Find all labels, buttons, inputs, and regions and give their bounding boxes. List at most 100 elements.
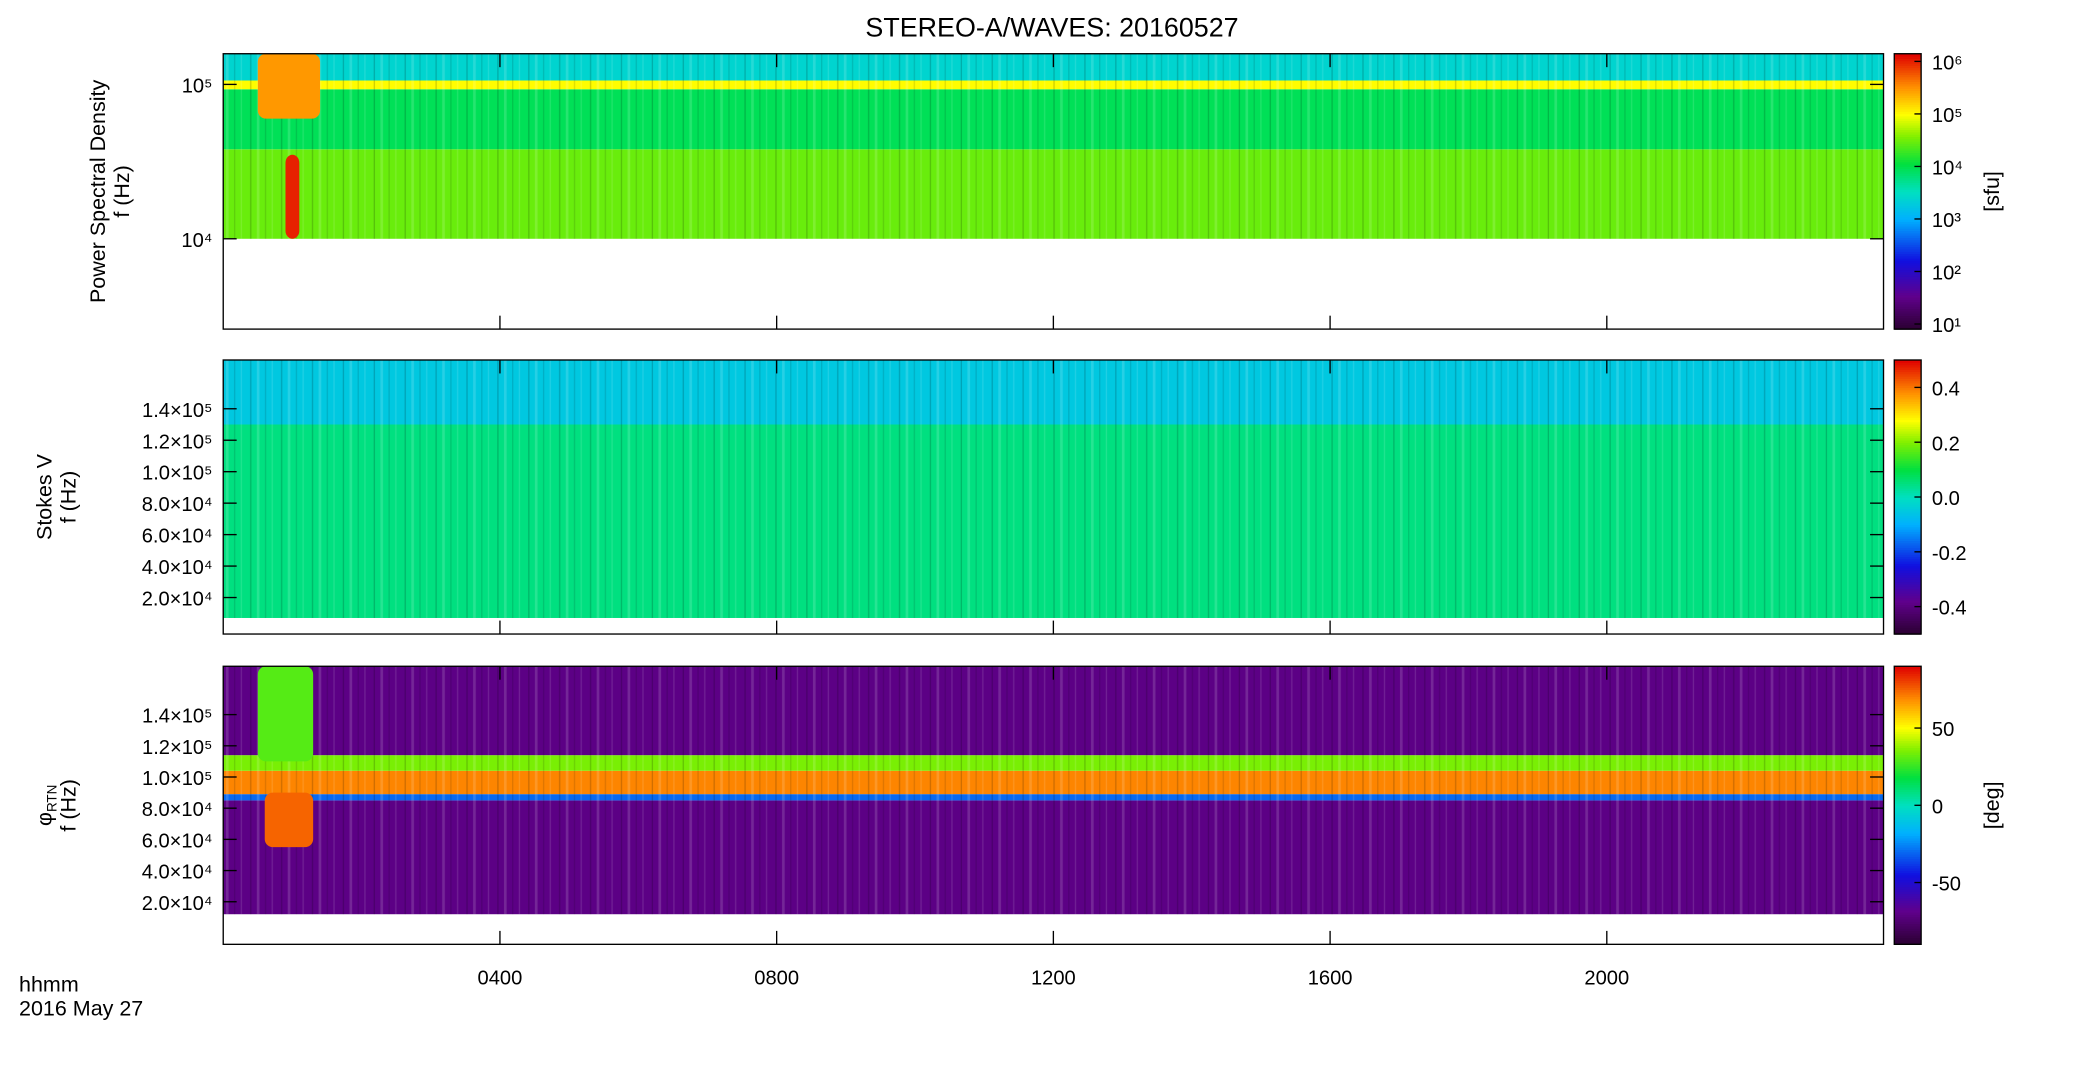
colorbar-swatch [1894,668,1922,672]
colorbar-tick-label: 0.4 [1932,378,1960,400]
colorbar-swatch [1894,101,1922,105]
colorbar-swatch [1894,494,1922,498]
colorbar-swatch [1894,435,1922,439]
colorbar-swatch [1894,296,1922,300]
y-tick-label: 1.0×10⁵ [142,463,212,485]
colorbar-swatch [1894,403,1922,407]
colorbar-swatch [1894,574,1922,578]
colorbar-swatch [1894,510,1922,514]
colorbar-swatch [1894,705,1922,709]
colorbar-swatch [1894,581,1922,585]
colorbar-swatch [1894,749,1922,753]
colorbar-swatch [1894,627,1922,631]
colorbar-swatch [1894,292,1922,296]
colorbar-swatch [1894,127,1922,131]
spectrogram-patch [257,53,321,119]
colorbar-swatch [1894,551,1922,555]
texture [223,424,1884,618]
colorbar-swatch [1894,891,1922,895]
colorbar-swatch [1894,117,1922,121]
colorbar-swatch [1894,322,1922,326]
colorbar-swatch [1894,198,1922,202]
colorbar-swatch [1894,853,1922,857]
colorbar-swatch [1894,802,1922,806]
colorbar-swatch [1894,576,1922,580]
colorbar-swatch [1894,540,1922,544]
colorbar-swatch [1894,439,1922,443]
colorbar-swatch [1894,173,1922,177]
colorbar-swatch [1894,412,1922,416]
colorbar-swatch [1894,828,1922,832]
colorbar-swatch [1894,809,1922,813]
colorbar-swatch [1894,874,1922,878]
colorbar-swatch [1894,526,1922,530]
colorbar-swatch [1894,694,1922,698]
colorbar-swatch [1894,449,1922,453]
colorbar-swatch [1894,74,1922,78]
texture [223,755,1884,771]
colorbar-swatch [1894,608,1922,612]
colorbar-swatch [1894,819,1922,823]
colorbar-swatch [1894,465,1922,469]
colorbar-swatch [1894,95,1922,99]
colorbar-swatch [1894,246,1922,250]
colorbar-swatch [1894,385,1922,389]
colorbar-swatch [1894,752,1922,755]
colorbar-swatch [1894,606,1922,610]
colorbar-swatch [1894,515,1922,519]
colorbar-swatch [1894,106,1922,110]
colorbar-swatch [1894,611,1922,615]
colorbar-swatch [1894,758,1922,762]
colorbar-swatch [1894,939,1922,943]
colorbar-swatch [1894,770,1922,774]
colorbar-swatch [1894,528,1922,532]
colorbar-swatch [1894,255,1922,259]
colorbar-swatch [1894,177,1922,181]
colorbar-swatch [1894,85,1922,89]
colorbar-swatch [1894,579,1922,583]
colorbar-swatch [1894,221,1922,225]
colorbar-swatch [1894,58,1922,62]
texture [223,80,1884,90]
colorbar-swatch [1894,60,1922,64]
colorbar-swatch [1894,881,1922,885]
date-label: 2016 May 27 [19,997,143,1021]
colorbar-tick-label: -50 [1932,874,1961,896]
colorbar-swatch [1894,670,1922,674]
colorbar-swatch [1894,398,1922,402]
colorbar-swatch [1894,772,1922,776]
colorbar-swatch [1894,324,1922,328]
colorbar-swatch [1894,481,1922,484]
colorbar-swatch [1894,483,1922,487]
colorbar-swatch [1894,134,1922,138]
colorbar-swatch [1894,932,1922,936]
colorbar-swatch [1894,251,1922,255]
colorbar-swatch [1894,396,1922,400]
colorbar-swatch [1894,631,1922,635]
colorbar-swatch [1894,791,1922,795]
colorbar-swatch [1894,235,1922,238]
colorbar-label: [sfu] [1980,171,2004,212]
colorbar-swatch [1894,816,1922,820]
colorbar-swatch [1894,805,1922,809]
texture [223,770,1884,795]
colorbar-swatch [1894,364,1922,368]
colorbar-swatch [1894,189,1922,193]
colorbar-swatch [1894,161,1922,165]
colorbar-swatch [1894,474,1922,478]
colorbar-swatch [1894,382,1922,386]
colorbar-swatch [1894,840,1922,844]
colorbar-swatch [1894,306,1922,310]
colorbar-swatch [1894,319,1922,323]
y-axis-label-part: RTN [45,785,60,812]
colorbar-swatch [1894,812,1922,816]
colorbar-swatch [1894,620,1922,624]
colorbar-swatch [1894,844,1922,848]
colorbar-swatch [1894,430,1922,434]
x-axis-label: hhmm [19,972,79,996]
colorbar-swatch [1894,232,1922,236]
colorbar-swatch [1894,257,1922,261]
colorbar-swatch [1894,380,1922,384]
colorbar-swatch [1894,136,1922,140]
y-tick-label: 10⁴ [181,230,212,252]
